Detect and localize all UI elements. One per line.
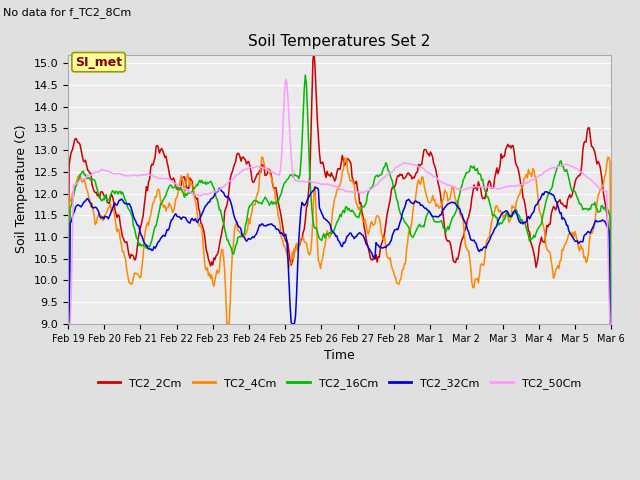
Text: No data for f_TC2_8Cm: No data for f_TC2_8Cm: [3, 7, 131, 18]
X-axis label: Time: Time: [324, 349, 355, 362]
Legend: TC2_2Cm, TC2_4Cm, TC2_16Cm, TC2_32Cm, TC2_50Cm: TC2_2Cm, TC2_4Cm, TC2_16Cm, TC2_32Cm, TC…: [94, 374, 586, 394]
Text: SI_met: SI_met: [75, 56, 122, 69]
Title: Soil Temperatures Set 2: Soil Temperatures Set 2: [248, 34, 431, 49]
Y-axis label: Soil Temperature (C): Soil Temperature (C): [15, 125, 28, 253]
